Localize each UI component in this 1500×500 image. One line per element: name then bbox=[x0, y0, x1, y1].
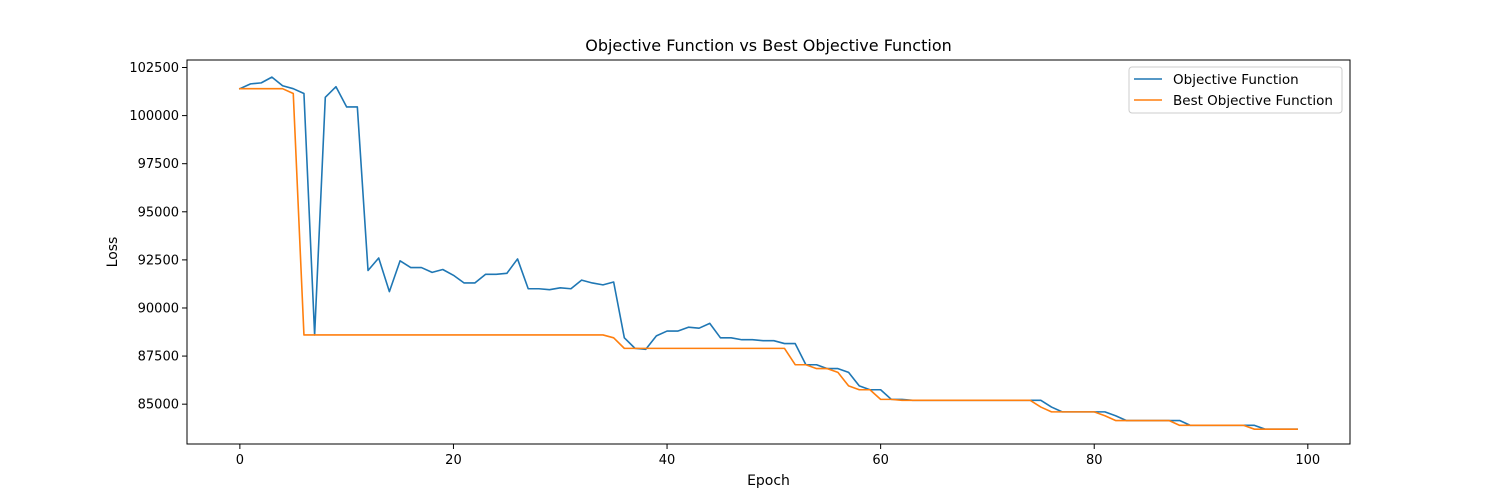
series-line-best-objective-function bbox=[239, 87, 1298, 430]
legend: Objective Function Best Objective Functio… bbox=[1128, 66, 1343, 114]
series-line-objective-function bbox=[238, 76, 1298, 430]
x-tick-label: 20 bbox=[445, 453, 462, 468]
plot-area bbox=[238, 76, 1298, 430]
legend-box bbox=[1128, 66, 1343, 114]
y-tick-label: 97500 bbox=[138, 157, 179, 172]
x-tick-label: 60 bbox=[872, 453, 889, 468]
x-axis-label: Epoch bbox=[747, 473, 790, 489]
x-tick-label: 0 bbox=[236, 453, 244, 468]
y-tick-label: 92500 bbox=[138, 253, 179, 268]
x-tick-label: 100 bbox=[1295, 453, 1320, 468]
plot-frame bbox=[186, 59, 1351, 445]
y-tick-label: 85000 bbox=[138, 398, 179, 413]
y-axis-label: Loss bbox=[105, 237, 121, 268]
legend-entry-label: Best Objective Function bbox=[1173, 93, 1333, 109]
x-tick-label: 40 bbox=[659, 453, 676, 468]
y-tick-label: 102500 bbox=[129, 61, 179, 76]
y-tick-label: 100000 bbox=[129, 109, 179, 124]
y-tick-label: 90000 bbox=[138, 301, 179, 316]
legend-entry-label: Objective Function bbox=[1173, 72, 1299, 88]
chart-title: Objective Function vs Best Objective Fun… bbox=[585, 36, 952, 55]
y-tick-label: 87500 bbox=[138, 350, 179, 365]
y-tick-label: 95000 bbox=[138, 205, 179, 220]
axes: 0 20 40 60 80 100 85000 87500 90000 92500 95000 975… bbox=[129, 61, 1320, 468]
x-tick-label: 80 bbox=[1086, 453, 1103, 468]
